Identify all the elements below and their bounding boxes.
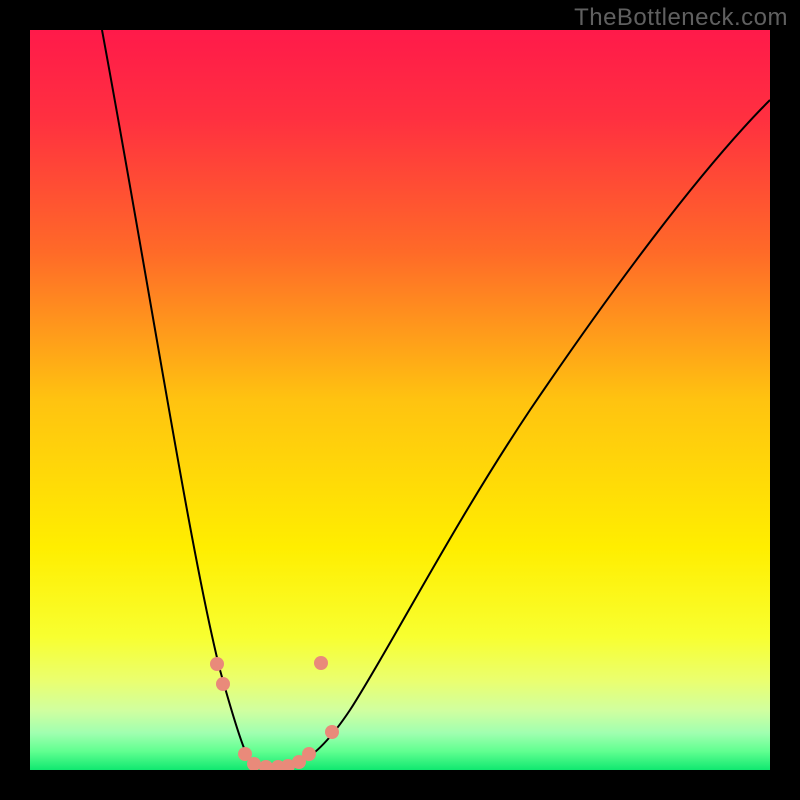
data-marker bbox=[314, 656, 328, 670]
data-marker bbox=[216, 677, 230, 691]
chart-frame: TheBottleneck.com bbox=[0, 0, 800, 800]
watermark-text: TheBottleneck.com bbox=[574, 4, 788, 32]
gradient-background bbox=[30, 30, 770, 770]
data-marker bbox=[302, 747, 316, 761]
chart-svg bbox=[30, 30, 770, 770]
data-marker bbox=[210, 657, 224, 671]
data-marker bbox=[325, 725, 339, 739]
plot-area bbox=[30, 30, 770, 770]
